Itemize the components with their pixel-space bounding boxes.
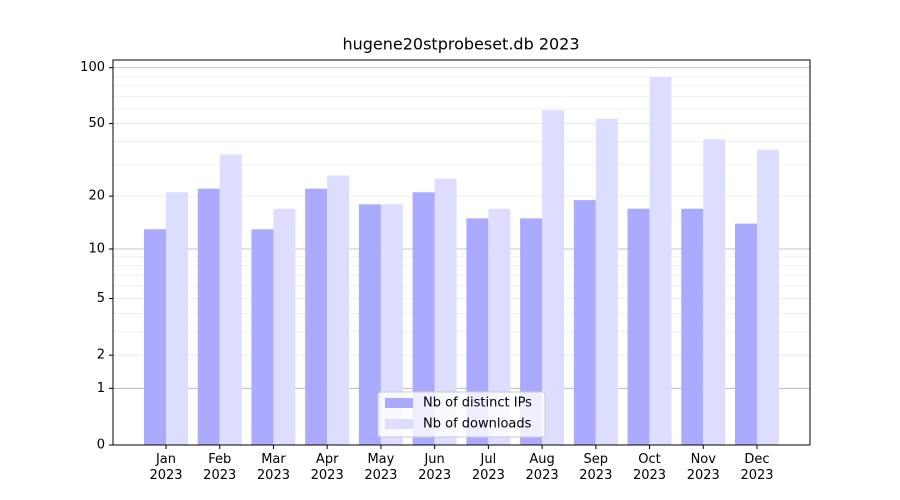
x-tick-label: Jan 2023 <box>149 452 183 483</box>
bar <box>681 208 704 445</box>
x-tick-label: Oct 2023 <box>632 452 667 483</box>
bar <box>273 208 296 445</box>
bar <box>219 154 242 445</box>
bar <box>197 188 220 445</box>
x-tick-label: Mar 2023 <box>256 452 290 483</box>
y-tick-label: 20 <box>88 189 105 204</box>
x-tick-label: Sep 2023 <box>579 452 613 483</box>
bar <box>434 178 457 445</box>
bar <box>542 110 565 445</box>
y-tick-label: 50 <box>88 116 105 131</box>
y-tick-label: 1 <box>97 381 105 396</box>
x-tick-label: Dec 2023 <box>740 452 774 483</box>
y-tick-label: 2 <box>97 348 105 363</box>
legend-swatch <box>385 419 413 429</box>
x-tick-label: Aug 2023 <box>525 452 559 483</box>
bar <box>144 229 166 445</box>
chart-title: hugene20stprobeset.db 2023 <box>342 35 579 54</box>
plot-frame <box>112 59 811 446</box>
legend-label: Nb of downloads <box>423 417 532 432</box>
bar <box>488 208 511 445</box>
bar <box>166 192 188 445</box>
y-tick-label: 0 <box>97 438 105 453</box>
bar <box>703 139 726 445</box>
bar <box>520 218 543 445</box>
bar <box>735 223 757 445</box>
x-tick-label: Nov 2023 <box>686 452 720 483</box>
legend-swatch <box>385 398 413 408</box>
x-tick-label: Feb 2023 <box>203 452 237 483</box>
bar <box>649 77 672 445</box>
y-tick-label: 5 <box>97 291 105 306</box>
bar <box>251 229 274 445</box>
bar <box>595 118 618 445</box>
y-tick-label: 10 <box>88 241 105 256</box>
legend-label: Nb of distinct IPs <box>423 396 532 411</box>
bar <box>627 208 650 445</box>
x-tick-label: Jul 2023 <box>471 452 505 483</box>
legend-box <box>377 391 546 438</box>
bar <box>573 200 596 445</box>
x-tick-label: May 2023 <box>364 452 398 483</box>
bar <box>305 188 328 445</box>
x-tick-label: Apr 2023 <box>310 452 344 483</box>
x-tick-label: Jun 2023 <box>418 452 452 483</box>
bar <box>358 204 381 445</box>
bar <box>757 149 779 445</box>
bar <box>466 218 489 445</box>
bar <box>412 192 435 445</box>
bar <box>380 204 403 445</box>
bar <box>327 175 350 445</box>
y-tick-label: 100 <box>80 60 105 75</box>
